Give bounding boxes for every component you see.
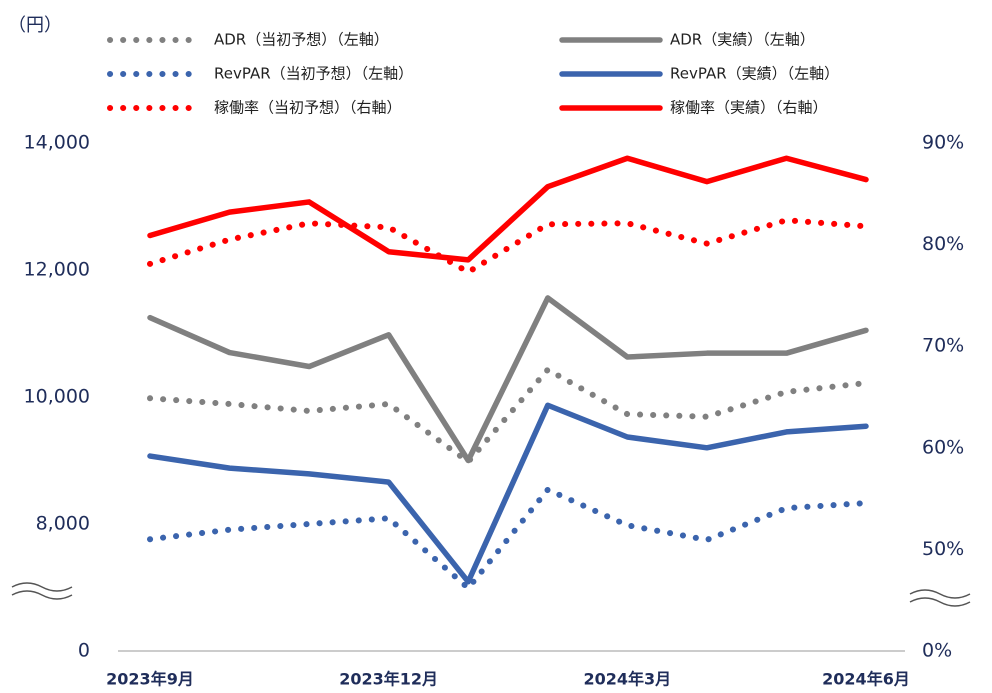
y-tick-label: 12,000 [24, 259, 90, 281]
y-tick-label: 10,000 [24, 386, 90, 408]
y-tick-label: 8,000 [36, 513, 90, 535]
legend-label: 稼働率（実績）（右軸） [670, 99, 828, 117]
series-line [147, 402, 869, 585]
axis-break-right [909, 589, 971, 607]
y-tick-label: 14,000 [24, 132, 90, 154]
y2-tick-label: 90% [922, 132, 964, 154]
legend-label: RevPAR（当初予想）（左軸） [214, 65, 413, 83]
y-tick-label: 0 [78, 640, 90, 662]
x-tick-label: 2024年6月 [822, 670, 910, 689]
y2-tick-label: 50% [922, 538, 964, 560]
x-tick-label: 2023年12月 [339, 670, 438, 689]
series-line [147, 155, 869, 263]
y2-tick-label: 0% [922, 640, 952, 662]
legend-label: ADR（実績）（左軸） [670, 31, 815, 49]
axis-break-left [11, 582, 73, 600]
series-line [147, 486, 869, 592]
legend-label: ADR（当初予想）（左軸） [214, 31, 389, 49]
y-axis-unit: （円） [8, 15, 62, 36]
y2-tick-label: 60% [922, 436, 964, 458]
y2-tick-label: 80% [922, 233, 964, 255]
x-tick-label: 2023年9月 [106, 670, 194, 689]
series-line [147, 366, 869, 465]
y2-tick-label: 70% [922, 335, 964, 357]
legend-label: 稼働率（当初予想）（右軸） [214, 99, 402, 117]
series-line [147, 217, 869, 276]
legend-label: RevPAR（実績）（左軸） [670, 65, 839, 83]
series-line [147, 295, 869, 464]
x-tick-label: 2024年3月 [583, 670, 671, 689]
